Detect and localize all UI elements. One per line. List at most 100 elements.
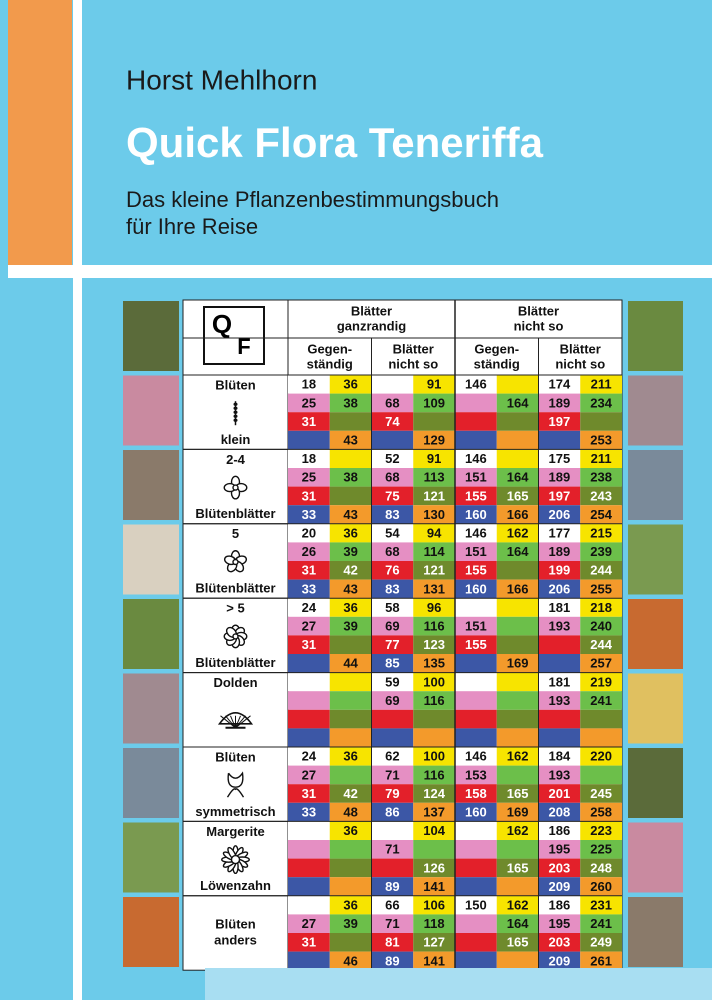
cell xyxy=(538,486,581,506)
cell-value: 69 xyxy=(385,693,399,708)
cell xyxy=(496,709,539,729)
photo xyxy=(628,673,683,744)
cell-value: 96 xyxy=(427,600,441,615)
cell xyxy=(580,821,622,840)
cell xyxy=(496,914,539,933)
photo xyxy=(123,375,179,446)
cell-value: 189 xyxy=(549,395,571,410)
cell-value: 261 xyxy=(590,953,612,968)
cell-value: 42 xyxy=(343,786,357,801)
cell xyxy=(329,895,372,915)
cell-value: 243 xyxy=(590,488,612,503)
cell-value: 91 xyxy=(427,451,441,466)
cell xyxy=(288,895,330,915)
cell xyxy=(288,635,330,654)
cell-value: 83 xyxy=(385,507,399,522)
cell xyxy=(455,747,497,766)
cell-value: 151 xyxy=(465,544,487,559)
cell xyxy=(413,412,455,431)
cell-value: 71 xyxy=(385,916,399,931)
icon xyxy=(226,771,245,798)
cell xyxy=(455,616,497,636)
cell xyxy=(329,635,372,654)
cell xyxy=(455,393,497,413)
cell-value: 83 xyxy=(385,581,399,596)
cell-value: 85 xyxy=(385,656,399,671)
cell xyxy=(288,728,330,747)
cell xyxy=(371,375,414,394)
cell xyxy=(538,430,581,450)
cell xyxy=(580,505,622,524)
cell xyxy=(580,654,622,673)
cell xyxy=(413,914,455,933)
cell xyxy=(329,468,372,487)
cell xyxy=(329,858,372,878)
logo-letter: F xyxy=(237,334,250,359)
cell xyxy=(413,468,455,487)
cell xyxy=(580,430,622,450)
cell xyxy=(288,654,330,673)
cell-value: 76 xyxy=(385,563,399,578)
cell-value: 27 xyxy=(302,916,316,931)
cell xyxy=(496,523,539,543)
cell-value: 91 xyxy=(427,377,441,392)
cell xyxy=(455,728,497,747)
cell-value: 33 xyxy=(302,581,316,596)
cell-value: 184 xyxy=(549,749,571,764)
cell-value: 74 xyxy=(385,414,400,429)
cell xyxy=(496,616,539,636)
cell xyxy=(288,672,330,692)
cell xyxy=(288,449,330,468)
photo xyxy=(123,524,179,595)
cell xyxy=(496,933,539,952)
cell-value: 89 xyxy=(385,953,399,968)
cell xyxy=(288,933,330,952)
cell xyxy=(455,449,497,468)
cell-value: 240 xyxy=(590,619,612,634)
cell-value: 164 xyxy=(507,916,529,931)
cell xyxy=(580,933,622,952)
section-label: Dolden xyxy=(213,675,257,690)
cell-value: 137 xyxy=(423,805,445,820)
cell xyxy=(288,486,330,506)
cell-value: 164 xyxy=(507,470,529,485)
cell xyxy=(329,914,372,933)
photo xyxy=(123,301,179,371)
cell-value: 116 xyxy=(424,767,445,782)
cell-value: 195 xyxy=(549,916,571,931)
cell-value: 24 xyxy=(302,749,317,764)
section-label: Blütenblätter xyxy=(195,581,275,596)
icon xyxy=(233,402,238,406)
cell xyxy=(413,505,455,524)
cell xyxy=(371,672,414,692)
photo xyxy=(628,450,683,520)
cell xyxy=(496,654,539,673)
cell-value: 130 xyxy=(423,507,445,522)
cell xyxy=(496,505,539,524)
logo-box xyxy=(203,306,265,365)
cell xyxy=(371,542,414,561)
cell xyxy=(538,542,581,561)
cell xyxy=(580,840,622,859)
group-header: Blätter xyxy=(351,303,392,318)
cell-value: 43 xyxy=(343,433,357,448)
cell xyxy=(496,468,539,487)
cell-value: 31 xyxy=(302,563,316,578)
sub-header: Gegen- xyxy=(307,341,352,356)
cell-value: 104 xyxy=(423,823,445,838)
cell xyxy=(580,375,622,394)
cell-value: 39 xyxy=(343,619,357,634)
photo xyxy=(628,748,683,818)
icon xyxy=(233,414,238,418)
cell xyxy=(371,691,414,710)
cell xyxy=(329,877,372,896)
icon xyxy=(235,715,241,728)
cell-value: 155 xyxy=(465,563,487,578)
cell-value: 186 xyxy=(549,898,571,913)
cell-value: 244 xyxy=(590,563,612,578)
cell xyxy=(496,542,539,561)
cell xyxy=(329,821,372,840)
cell xyxy=(288,951,330,971)
cell xyxy=(580,523,622,543)
